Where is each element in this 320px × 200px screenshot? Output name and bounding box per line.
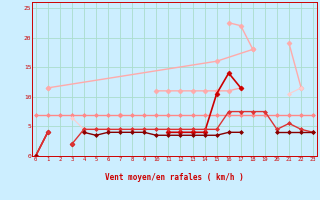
X-axis label: Vent moyen/en rafales ( km/h ): Vent moyen/en rafales ( km/h ) [105,173,244,182]
